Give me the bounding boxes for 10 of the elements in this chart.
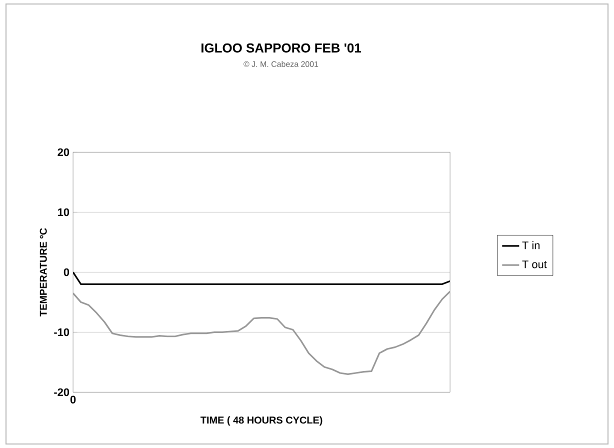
x-axis-title: TIME ( 48 HOURS CYCLE) — [200, 416, 322, 426]
legend-label: T out — [522, 260, 547, 268]
y-tick-label: -20 — [54, 388, 70, 396]
y-axis-title: TEMPERATURE ºC — [40, 228, 47, 316]
legend-label: T in — [522, 241, 540, 250]
chart-title: IGLOO SAPPORO FEB '01 — [202, 43, 361, 53]
y-tick-label: 10 — [58, 208, 70, 216]
y-tick-label: -10 — [54, 328, 70, 336]
y-tick-label: 0 — [64, 268, 70, 276]
y-tick-label: 20 — [58, 148, 70, 156]
